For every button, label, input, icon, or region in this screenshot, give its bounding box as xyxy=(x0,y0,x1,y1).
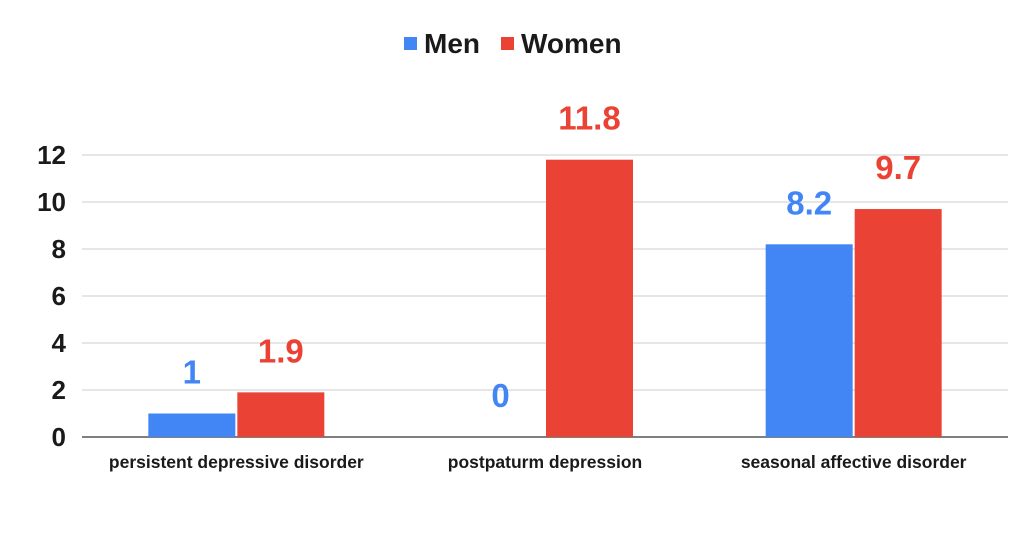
y-tick-label: 12 xyxy=(37,140,66,170)
y-tick-label: 2 xyxy=(52,375,66,405)
data-label: 1 xyxy=(183,354,201,391)
legend-swatch-men[interactable] xyxy=(404,37,417,50)
bar-women-0[interactable] xyxy=(237,392,325,437)
x-tick-label: postpaturm depression xyxy=(448,452,642,472)
bar-women-2[interactable] xyxy=(854,209,942,437)
y-tick-label: 6 xyxy=(52,281,66,311)
data-label: 0 xyxy=(491,377,509,414)
x-axis: persistent depressive disorder postpaturm… xyxy=(109,452,967,472)
y-tick-label: 0 xyxy=(52,422,66,452)
data-label: 1.9 xyxy=(258,332,304,369)
bar-men-0[interactable] xyxy=(148,413,236,438)
data-label: 11.8 xyxy=(558,100,620,137)
legend-label-men[interactable]: Men xyxy=(424,28,480,59)
bar-men-2[interactable] xyxy=(765,244,853,437)
y-axis: 0 2 4 6 8 10 12 xyxy=(37,140,66,452)
data-label: 8.2 xyxy=(786,184,832,221)
x-tick-label: persistent depressive disorder xyxy=(109,452,364,472)
y-tick-label: 10 xyxy=(37,187,66,217)
data-labels: 1 1.9 0 11.8 8.2 9.7 xyxy=(183,100,921,414)
legend-label-women[interactable]: Women xyxy=(521,28,622,59)
x-tick-label: seasonal affective disorder xyxy=(741,452,967,472)
gridlines xyxy=(82,154,1008,438)
data-label: 9.7 xyxy=(875,149,921,186)
y-tick-label: 8 xyxy=(52,234,66,264)
y-tick-label: 4 xyxy=(52,328,67,358)
legend[interactable]: Men Women xyxy=(404,28,622,59)
legend-swatch-women[interactable] xyxy=(501,37,514,50)
bar-women-1[interactable] xyxy=(546,159,633,437)
bars xyxy=(148,159,942,438)
